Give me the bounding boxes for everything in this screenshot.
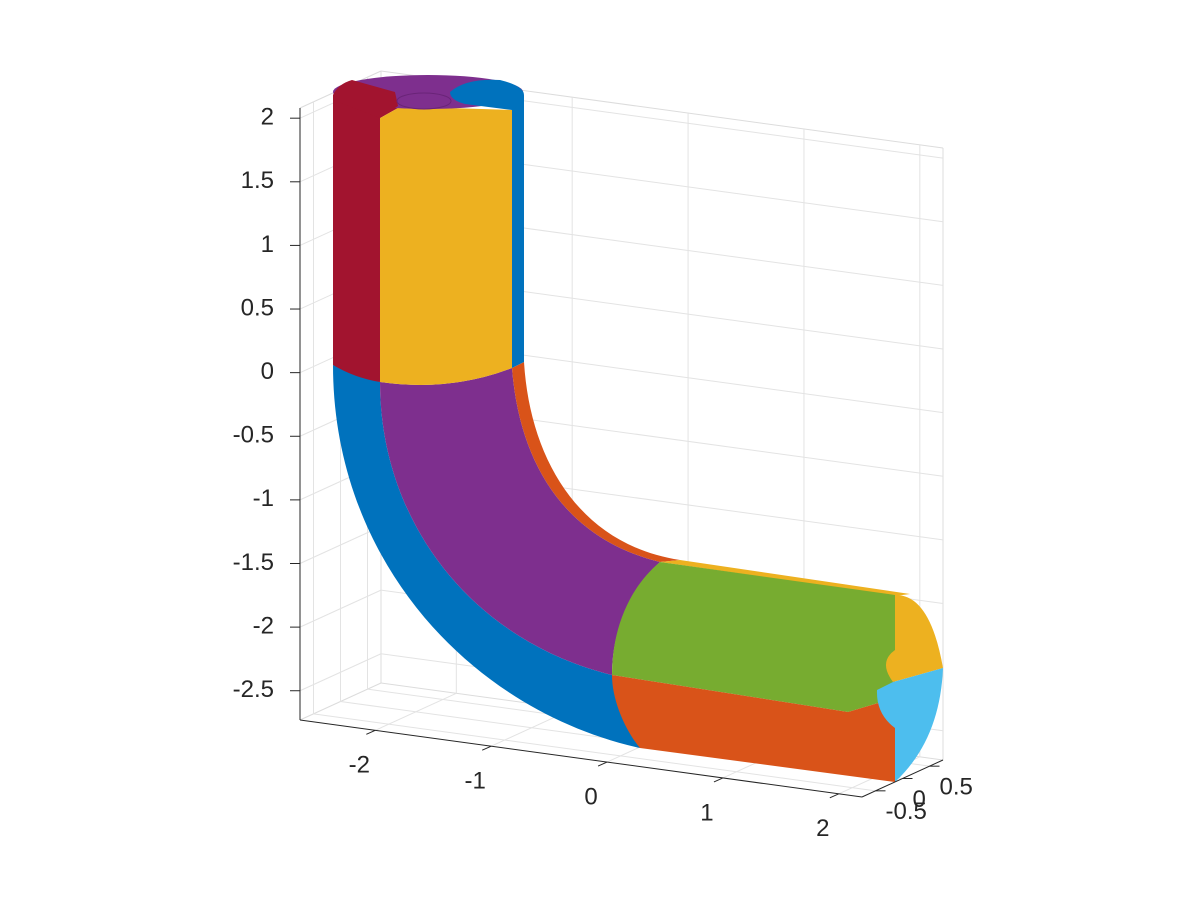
upper-front xyxy=(380,108,512,385)
x-tick xyxy=(713,777,724,783)
x-tick-label: 0 xyxy=(584,783,597,810)
pipe-surface xyxy=(333,75,943,782)
lower-top-strip xyxy=(660,560,910,596)
x-tick xyxy=(366,729,376,735)
z-tick-label: -1 xyxy=(253,485,274,512)
x-tick xyxy=(597,761,608,767)
z-tick-label: 1.5 xyxy=(241,167,274,194)
lower-front-lower xyxy=(612,675,895,782)
end-cap-top xyxy=(885,594,943,682)
upper-left xyxy=(333,90,398,382)
y-grid-line xyxy=(313,713,876,792)
top-cap-left xyxy=(333,80,398,118)
z-tick-label: -2.5 xyxy=(233,676,274,703)
y-tick-label: 0 xyxy=(913,786,926,813)
y-tick-label: 0.5 xyxy=(940,774,973,801)
y-tick-label: -0.5 xyxy=(886,798,927,825)
z-tick-label: 2 xyxy=(261,104,274,131)
x-tick-label: -2 xyxy=(349,752,370,779)
z-tick-label: 0 xyxy=(261,358,274,385)
bend-inner xyxy=(512,362,680,562)
top-hole xyxy=(396,92,452,110)
lower-front-upper xyxy=(612,562,895,712)
z-tick-label: 1 xyxy=(261,231,274,258)
x-tick xyxy=(481,745,492,751)
x-tick-label: 2 xyxy=(816,815,829,842)
x-tick xyxy=(829,793,840,799)
bend-middle xyxy=(380,368,660,675)
z-tick-label: -0.5 xyxy=(233,422,274,449)
z-tick-label: -2 xyxy=(253,612,274,639)
end-cap-bottom xyxy=(876,668,943,782)
upper-right xyxy=(512,95,524,368)
x-tick-label: -1 xyxy=(465,768,486,795)
z-tick-label: -1.5 xyxy=(233,549,274,576)
z-tick-label: 0.5 xyxy=(241,294,274,321)
x-tick-label: 1 xyxy=(700,799,713,826)
bend-outer xyxy=(333,365,640,748)
x-axis xyxy=(299,719,863,798)
top-cap-right xyxy=(450,79,524,110)
